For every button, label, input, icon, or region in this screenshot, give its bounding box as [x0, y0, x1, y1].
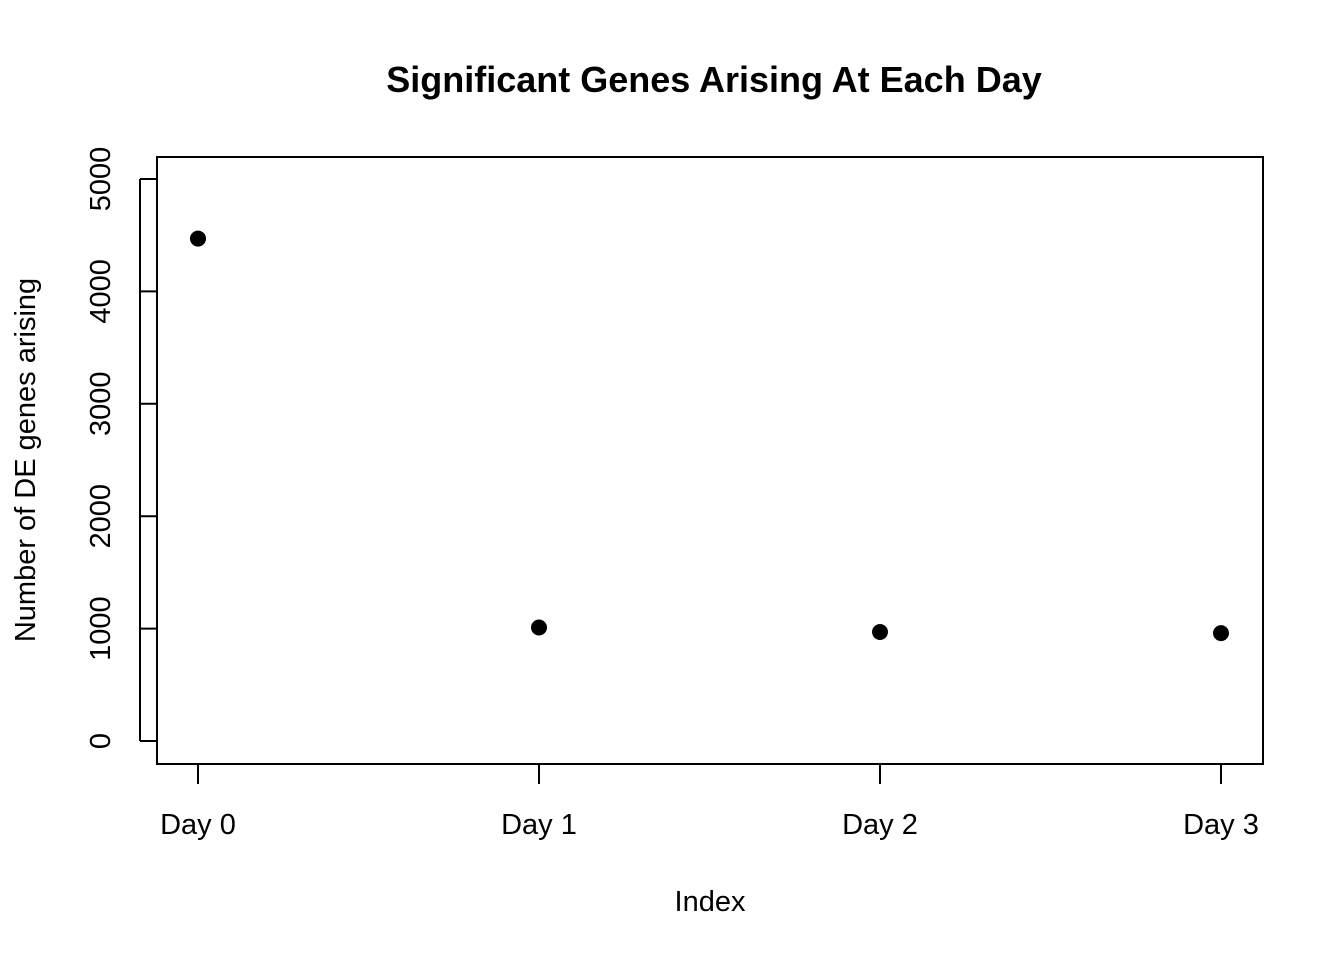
- data-point-day-1: [531, 619, 547, 636]
- y-tick-label: 1000: [85, 596, 117, 661]
- y-tick-label: 2000: [85, 484, 117, 549]
- x-axis-label: Index: [675, 886, 746, 918]
- y-axis: 0 1000 2000 3000 4000 5000: [85, 147, 157, 749]
- plot-frame: [156, 156, 1264, 765]
- x-axis: Day 0 Day 1 Day 2 Day 3: [160, 763, 1259, 841]
- data-point-day-3: [1213, 625, 1229, 642]
- x-tick-label: Day 2: [842, 809, 918, 841]
- x-tick-label: Day 3: [1183, 809, 1259, 841]
- y-axis-label: Number of DE genes arising: [10, 278, 42, 642]
- x-tick-label: Day 1: [501, 809, 577, 841]
- y-tick-label: 3000: [85, 372, 117, 437]
- y-tick-label: 5000: [85, 147, 117, 212]
- data-points: [190, 230, 1229, 642]
- data-point-day-0: [190, 230, 206, 247]
- chart-title: Significant Genes Arising At Each Day: [386, 59, 1042, 100]
- data-point-day-2: [872, 623, 888, 640]
- y-tick-label: 0: [85, 733, 117, 749]
- x-tick-label: Day 0: [160, 809, 236, 841]
- y-tick-label: 4000: [85, 259, 117, 324]
